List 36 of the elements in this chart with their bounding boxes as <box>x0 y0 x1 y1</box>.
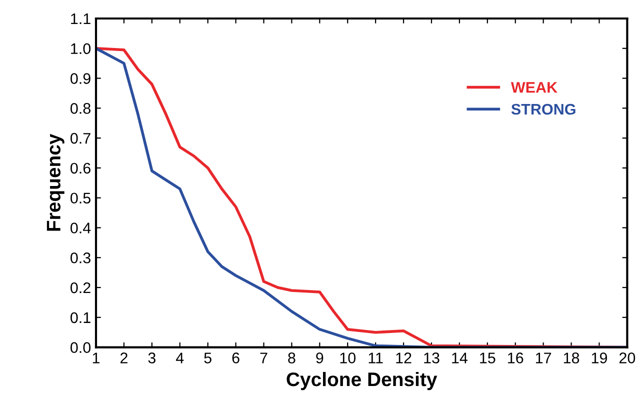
x-tick-label: 14 <box>452 352 468 364</box>
y-tick-label: 0.9 <box>70 73 90 84</box>
x-tick-label: 3 <box>148 352 156 364</box>
y-tick-label: 1.1 <box>71 14 90 24</box>
x-tick-label: 4 <box>176 352 184 364</box>
x-tick-label: 9 <box>316 352 324 364</box>
y-tick-label: 0.1 <box>70 312 90 324</box>
x-tick-label: 20 <box>619 352 636 364</box>
x-tick-label: 1 <box>92 352 100 364</box>
legend-label: STRONG <box>511 104 576 115</box>
y-tick-label: 0.0 <box>70 342 91 353</box>
legend-label: WEAK <box>510 82 558 93</box>
x-tick-label: 16 <box>508 352 524 364</box>
y-tick-label: 0.8 <box>70 103 90 114</box>
x-tick-label: 7 <box>260 352 268 364</box>
x-tick-label: 13 <box>424 352 440 364</box>
x-tick-label: 11 <box>368 352 383 364</box>
x-tick-label: 10 <box>340 352 356 364</box>
x-tick-label: 6 <box>232 352 240 364</box>
x-tick-label: 19 <box>592 352 608 364</box>
x-tick-label: 18 <box>564 352 580 364</box>
x-tick-label: 2 <box>120 352 128 364</box>
y-tick-label: 0.3 <box>70 252 90 264</box>
x-tick-label: 5 <box>204 352 212 364</box>
x-tick-label: 8 <box>288 352 296 364</box>
y-tick-label: 0.5 <box>70 192 90 204</box>
x-tick-label: 17 <box>536 352 552 364</box>
x-tick-label: 15 <box>480 352 496 364</box>
y-tick-label: 0.7 <box>70 132 90 144</box>
y-tick-label: 1.0 <box>71 43 91 54</box>
y-tick-label: 0.6 <box>70 162 90 174</box>
x-axis-title: Cyclone Density <box>286 372 438 390</box>
x-tick-label: 12 <box>396 352 412 364</box>
y-axis-title: Frequency <box>46 134 64 231</box>
y-tick-label: 0.2 <box>70 282 90 294</box>
y-tick-label: 0.4 <box>70 222 91 234</box>
